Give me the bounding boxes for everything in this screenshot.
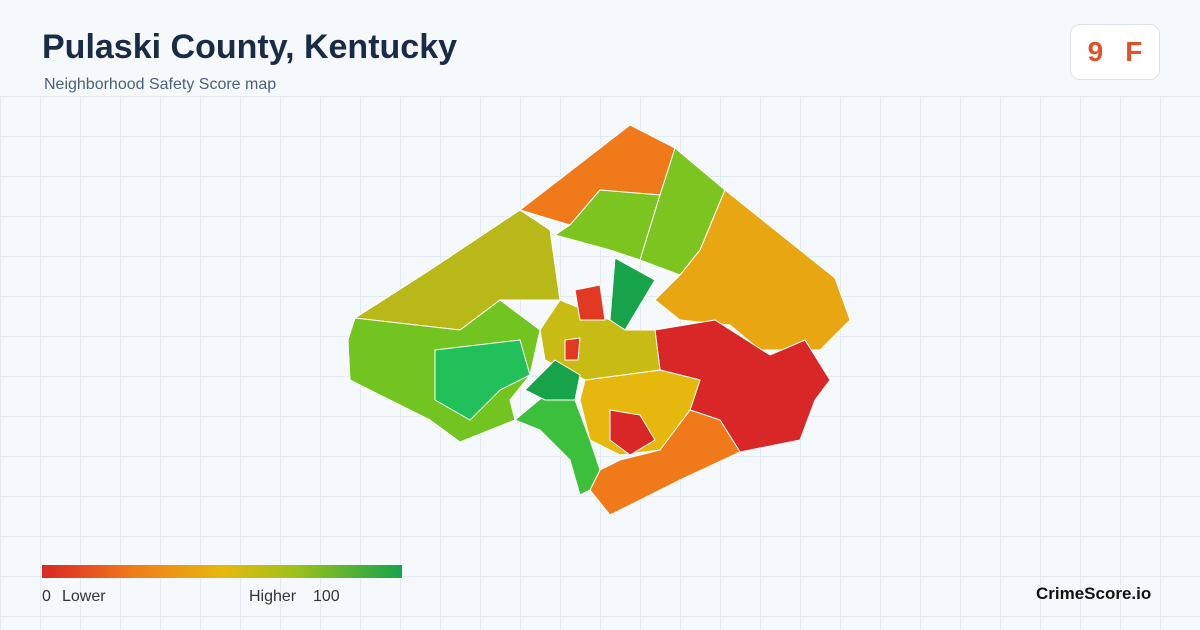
- region: [609, 257, 656, 331]
- region: [654, 189, 851, 351]
- subtitle: Neighborhood Safety Score map: [44, 76, 277, 93]
- region: [609, 409, 656, 456]
- title: Pulaski County, Kentucky: [42, 28, 458, 66]
- brand: CrimeScore.io: [1036, 584, 1152, 603]
- region: [434, 339, 531, 421]
- legend-max-label: Higher: [249, 588, 297, 605]
- region: [589, 409, 741, 516]
- legend-max: 100: [313, 588, 340, 605]
- region: [564, 337, 581, 361]
- region: [574, 284, 606, 321]
- legend-gradient: [42, 565, 402, 578]
- score: 9: [1087, 36, 1104, 67]
- legend-min: 0: [42, 588, 51, 605]
- score-badge: 9 F: [1070, 24, 1160, 80]
- region: [354, 209, 561, 331]
- region: [514, 394, 601, 496]
- legend-min-label: Lower: [62, 588, 106, 605]
- grade: F: [1125, 36, 1143, 67]
- header: [0, 0, 1200, 96]
- region: [524, 359, 581, 401]
